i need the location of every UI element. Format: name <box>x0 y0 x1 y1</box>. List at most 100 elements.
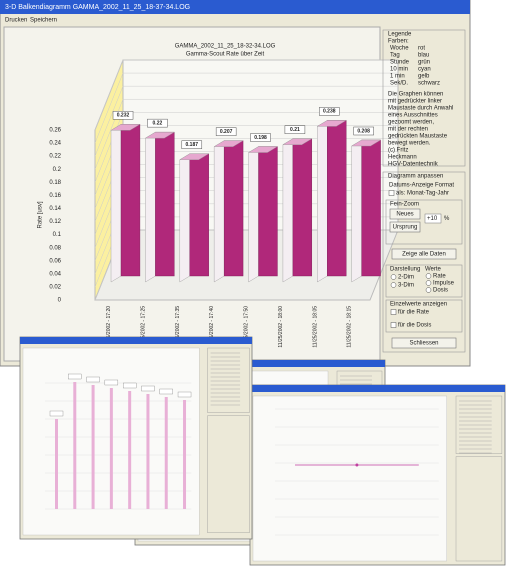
bar-top <box>350 139 382 147</box>
bar-top <box>282 138 313 145</box>
thumb-bar <box>164 397 168 509</box>
y-tick-label: 0.08 <box>49 245 61 251</box>
show-all-button[interactable]: Zeige alle Daten <box>402 252 446 258</box>
legend-color: schwarz <box>418 81 440 87</box>
bar-side <box>317 120 328 283</box>
legend-credit: Heckmann <box>388 155 417 161</box>
value-label: 0.198 <box>254 135 267 141</box>
bar-top <box>110 124 141 131</box>
y-tick-label: 0.1 <box>53 232 62 238</box>
window-title: 3-D Balkendiagramm GAMMA_2002_11_25_18-3… <box>5 4 190 11</box>
grid-line <box>94 86 124 157</box>
x-tick-label: 11/25/2002 - 18:15 <box>347 306 353 348</box>
y-tick-label: 0.12 <box>49 219 61 225</box>
chart-subtitle: Gamma-Scout Rate über Zeit <box>186 52 265 58</box>
value-label: 0.21 <box>290 127 300 133</box>
bar <box>258 146 278 277</box>
legend-color: blau <box>418 53 429 59</box>
y-tick-label: 0.18 <box>49 180 61 186</box>
thumb-label <box>177 391 192 398</box>
legend-note: eines Ausschnittes <box>388 113 438 119</box>
zoom-origin[interactable]: Ursprung <box>393 225 418 231</box>
value-label: 0.187 <box>186 142 199 148</box>
thumb-label <box>104 379 119 386</box>
zoom-new-frame[interactable] <box>389 208 421 220</box>
display-box <box>385 264 463 298</box>
zoom-new[interactable]: Neues <box>396 212 413 218</box>
x-tick-label: 11/25/2002 - 17:40 <box>209 306 215 348</box>
bar-top <box>179 153 210 160</box>
y-tick-label: 0.06 <box>49 258 61 264</box>
checkbox[interactable] <box>390 309 397 315</box>
bar-top <box>213 140 244 147</box>
radio[interactable] <box>425 287 432 293</box>
bar-side <box>351 139 362 283</box>
close-button[interactable]: Schliessen <box>409 341 438 347</box>
thumb-bar <box>183 400 187 509</box>
menu-item[interactable]: Drucken <box>5 18 27 24</box>
thumb-bar <box>91 385 95 509</box>
radio[interactable] <box>425 280 432 286</box>
single-box <box>385 299 463 333</box>
legend-label: Woche <box>390 46 409 52</box>
bar <box>155 131 175 277</box>
legend-note: mit der rechten <box>388 127 428 133</box>
rate-option[interactable]: Rate <box>433 274 446 280</box>
radio[interactable] <box>425 273 432 279</box>
thumb-legend <box>455 395 503 454</box>
radio[interactable] <box>390 274 397 280</box>
legend-label: Tag <box>390 53 400 59</box>
single-dose[interactable]: für die Dosis <box>398 323 431 329</box>
bar <box>223 140 244 277</box>
dim2-option[interactable]: 2-Dim <box>398 275 414 281</box>
thumb-bar <box>73 382 77 509</box>
show-all-button-frame[interactable] <box>391 248 457 260</box>
values-label: Werte <box>425 267 442 273</box>
y-tick-label: 0.14 <box>49 206 61 212</box>
radio[interactable] <box>390 282 397 288</box>
thumb-label <box>141 385 155 392</box>
checkbox[interactable] <box>388 190 395 196</box>
single-rate[interactable]: für die Rate <box>398 310 430 316</box>
zoom-unit: % <box>444 216 450 222</box>
bar <box>120 124 141 277</box>
group-title: Diagramm anpassen <box>388 174 443 180</box>
thumb-title-bar <box>20 337 252 344</box>
zoom-input[interactable] <box>424 213 442 224</box>
x-tick-label: 11/25/2002 - 17:20 <box>106 306 112 348</box>
date-option[interactable]: als: Monat-Tag-Jahr <box>396 191 449 197</box>
dim3-option[interactable]: 3-Dim <box>398 283 414 289</box>
legend-color: rot <box>418 46 425 52</box>
legend-color: gelb <box>418 74 430 80</box>
legend-title: Legende <box>388 32 412 38</box>
single-label: Einzelwerte anzeigen <box>390 302 447 308</box>
chart-title: GAMMA_2002_11_25_18-32-34.LOG <box>175 44 276 50</box>
legend-note: gedrückten Maustaste <box>388 134 448 140</box>
x-tick-label: 11/25/2002 - 17:25 <box>140 306 146 348</box>
checkbox[interactable] <box>390 322 397 328</box>
x-tick-label: 11/25/2002 - 17:35 <box>175 306 181 348</box>
thumb-label <box>86 376 100 383</box>
legend-note: mit gedrückter linker <box>388 99 442 105</box>
value-label: 0.207 <box>220 129 233 135</box>
close-button-frame[interactable] <box>391 337 457 349</box>
value-label: 0.232 <box>117 113 130 119</box>
menu-item[interactable]: Speichern <box>30 18 57 24</box>
grid-line <box>94 72 124 144</box>
display-label: Darstellung <box>390 267 420 273</box>
zoom-step[interactable]: +10 <box>427 216 438 222</box>
thumb-title-bar <box>135 360 385 367</box>
zoom-origin-frame[interactable] <box>389 221 421 233</box>
thumb-title-bar <box>250 385 505 392</box>
legend-credit: (c) Fritz <box>388 148 408 154</box>
legend-label: Sek/D. <box>390 81 408 87</box>
legend-label: 1 min <box>390 74 405 80</box>
impulse-option[interactable]: Impulse <box>433 281 455 287</box>
y-tick-label: 0.24 <box>49 141 61 147</box>
value-label-box <box>250 133 271 142</box>
y-tick-label: 0 <box>58 298 62 304</box>
dose-option[interactable]: Dosis <box>433 288 448 294</box>
thumb-controls <box>455 456 503 562</box>
bar-top <box>316 120 347 127</box>
